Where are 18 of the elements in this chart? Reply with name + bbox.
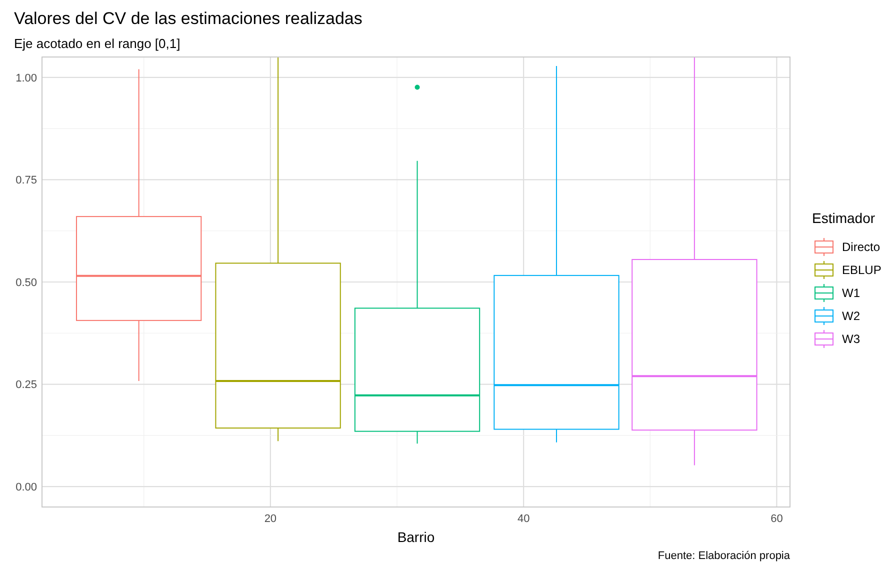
legend-label: W1 bbox=[842, 286, 860, 300]
y-tick-label: 0.25 bbox=[16, 379, 37, 392]
legend-label: EBLUP bbox=[842, 263, 882, 278]
x-tick-label: 40 bbox=[517, 513, 530, 525]
legend-label: W3 bbox=[842, 332, 860, 346]
y-tick-label: 0.00 bbox=[16, 481, 37, 494]
legend-label: Directo bbox=[842, 240, 880, 254]
chart-title: Valores del CV de las estimaciones realizadas bbox=[14, 9, 362, 28]
x-tick-label: 60 bbox=[770, 513, 783, 525]
legend-title: Estimador bbox=[812, 210, 876, 226]
legend-label: W2 bbox=[842, 309, 860, 324]
y-tick-label: 1.00 bbox=[16, 72, 37, 84]
source-note: Fuente: Elaboración propia bbox=[658, 550, 791, 562]
x-tick-label: 20 bbox=[264, 513, 277, 525]
y-tick-label: 0.50 bbox=[16, 276, 37, 289]
chart-subtitle: Eje acotado en el rango [0,1] bbox=[14, 36, 180, 51]
x-axis-title: Barrio bbox=[397, 529, 435, 545]
y-tick-label: 0.75 bbox=[16, 174, 37, 187]
